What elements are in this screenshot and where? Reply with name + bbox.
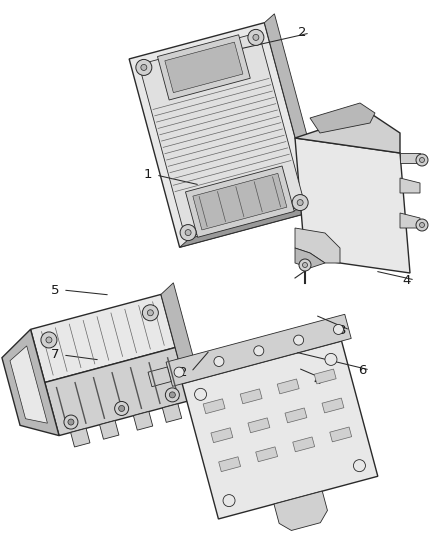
Polygon shape [293,437,314,452]
Polygon shape [400,178,420,193]
Text: 4: 4 [314,374,322,386]
Polygon shape [148,367,171,386]
Text: 2: 2 [298,27,306,39]
Circle shape [41,332,57,348]
Polygon shape [295,248,325,268]
Polygon shape [45,348,190,435]
Circle shape [136,59,152,76]
Polygon shape [166,314,351,386]
Circle shape [194,389,207,400]
Polygon shape [129,23,315,247]
Circle shape [170,392,175,398]
Circle shape [214,357,224,367]
Circle shape [297,199,303,206]
Circle shape [333,325,343,334]
Polygon shape [314,369,336,384]
Circle shape [299,259,311,271]
Polygon shape [295,113,400,153]
Circle shape [420,222,424,228]
Text: 2: 2 [179,366,187,378]
Polygon shape [203,399,225,414]
Polygon shape [400,153,420,163]
Circle shape [46,337,52,343]
Circle shape [68,419,74,425]
Polygon shape [211,428,233,442]
Polygon shape [295,138,410,273]
Circle shape [64,415,78,429]
Circle shape [174,367,184,377]
Polygon shape [99,421,119,439]
Text: 3: 3 [338,324,346,336]
Polygon shape [158,35,250,100]
Text: 4: 4 [403,273,411,287]
Polygon shape [248,418,270,433]
Polygon shape [165,42,243,93]
Polygon shape [400,213,420,228]
Polygon shape [10,346,47,423]
Polygon shape [31,294,175,383]
Polygon shape [256,447,278,462]
Polygon shape [185,166,294,237]
Polygon shape [295,228,340,263]
Circle shape [147,310,153,316]
Polygon shape [310,103,375,133]
Polygon shape [274,491,328,530]
Text: 5: 5 [51,284,59,296]
Circle shape [142,305,159,321]
Polygon shape [219,457,240,472]
Circle shape [420,157,424,163]
Polygon shape [285,408,307,423]
Polygon shape [322,398,344,413]
Circle shape [325,353,337,366]
Circle shape [166,388,179,402]
Circle shape [180,224,196,240]
Polygon shape [139,33,305,238]
Circle shape [292,195,308,211]
Polygon shape [240,389,262,403]
Circle shape [248,29,264,45]
Polygon shape [71,429,90,447]
Polygon shape [330,427,352,442]
Text: 7: 7 [51,349,59,361]
Polygon shape [265,14,325,211]
Circle shape [254,346,264,356]
Circle shape [353,459,365,472]
Circle shape [416,219,428,231]
Polygon shape [161,283,202,401]
Polygon shape [182,341,378,519]
Circle shape [115,401,129,415]
Polygon shape [180,202,325,247]
Polygon shape [193,173,287,230]
Circle shape [223,495,235,506]
Polygon shape [134,411,153,430]
Text: 1: 1 [144,168,152,182]
Polygon shape [162,404,182,422]
Polygon shape [277,379,299,394]
Circle shape [185,230,191,236]
Circle shape [253,35,259,41]
Text: 6: 6 [358,364,366,376]
Circle shape [293,335,304,345]
Polygon shape [2,329,59,435]
Circle shape [141,64,147,70]
Circle shape [119,406,125,411]
Circle shape [303,262,307,268]
Circle shape [416,154,428,166]
